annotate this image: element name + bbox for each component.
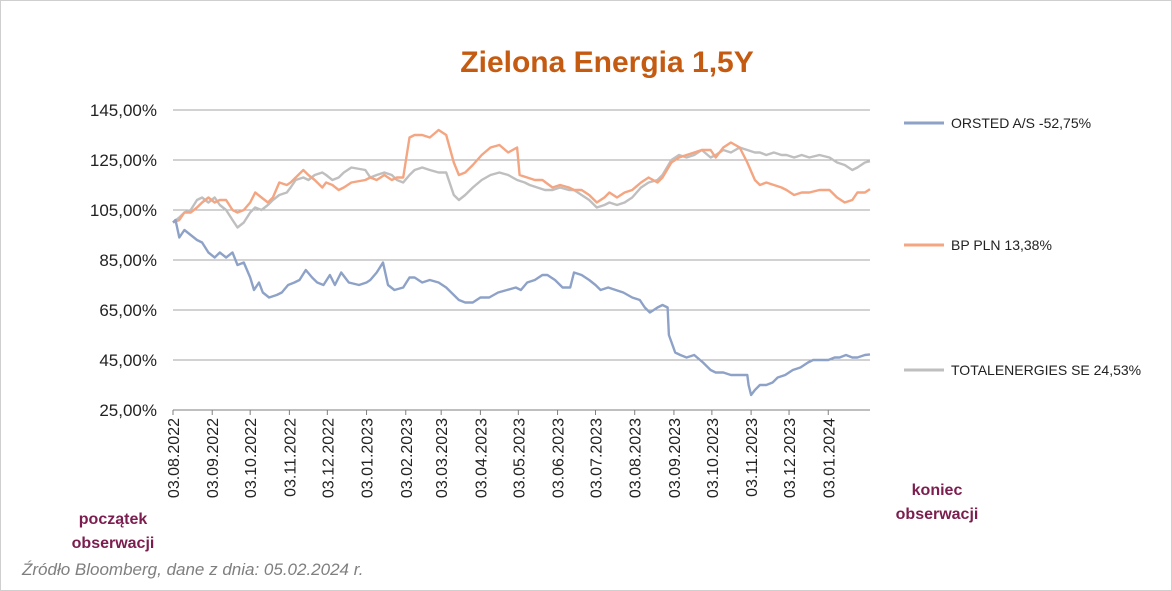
x-tick-label: 03.09.2023: [667, 418, 684, 498]
y-tick-label: 145,00%: [90, 101, 157, 120]
x-tick-label: 03.11.2023: [744, 418, 761, 497]
x-tick-label: 03.05.2023: [511, 418, 528, 498]
x-tick-label: 03.10.2022: [243, 418, 260, 498]
x-tick-label: 03.07.2023: [589, 418, 606, 498]
x-tick-label: 03.12.2022: [320, 418, 337, 498]
x-tick-label: 03.02.2023: [399, 418, 416, 498]
y-tick-label: 105,00%: [90, 201, 157, 220]
x-tick-label: 03.09.2022: [205, 418, 222, 498]
y-tick-label: 65,00%: [99, 301, 157, 320]
x-axis: 03.08.2022 03.09.2022 03.10.2022 03.11.2022…: [166, 409, 870, 498]
start-annotation-line1: początek: [79, 511, 148, 528]
x-tick-label: 03.12.2023: [782, 418, 799, 498]
chart-title: Zielona Energia 1,5Y: [460, 46, 753, 79]
source-note: Źródło Bloomberg, dane z dnia: 05.02.202…: [21, 560, 363, 579]
y-tick-label: 85,00%: [99, 251, 157, 270]
series-line-0: [172, 218, 871, 397]
x-tick-label: 03.01.2024: [821, 418, 838, 498]
y-tick-label: 45,00%: [99, 351, 157, 370]
legend-label: BP PLN 13,38%: [951, 237, 1052, 253]
legend-label: TOTALENERGIES SE 24,53%: [951, 362, 1141, 378]
x-tick-label: 03.08.2022: [166, 418, 183, 498]
start-annotation-line2: obserwacji: [72, 535, 155, 552]
x-tick-label: 03.01.2023: [360, 418, 377, 498]
series-line-2: [172, 146, 871, 229]
x-tick-label: 03.03.2023: [434, 418, 451, 498]
legend: ORSTED A/S -52,75% BP PLN 13,38% TOTALENER…: [904, 115, 1141, 378]
series-line-1: [172, 128, 871, 224]
end-annotation-line1: koniec: [912, 482, 963, 499]
x-tick-label: 03.06.2023: [551, 418, 568, 498]
y-axis: 145,00% 125,00% 105,00% 85,00% 65,00% 45,00% 2…: [90, 101, 157, 420]
x-tick-label: 03.11.2022: [282, 418, 299, 497]
x-tick-label: 03.10.2023: [705, 418, 722, 498]
y-tick-label: 25,00%: [99, 401, 157, 420]
y-tick-label: 125,00%: [90, 151, 157, 170]
x-tick-label: 03.08.2023: [628, 418, 645, 498]
x-tick-label: 03.04.2023: [473, 418, 490, 498]
series-lines: [172, 128, 871, 397]
legend-label: ORSTED A/S -52,75%: [951, 115, 1091, 131]
end-annotation-line2: obserwacji: [896, 506, 979, 523]
